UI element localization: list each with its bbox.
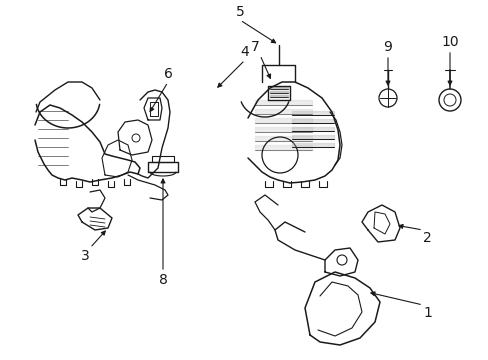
Text: 1: 1 <box>422 306 431 320</box>
Text: 9: 9 <box>383 40 392 54</box>
Text: 2: 2 <box>422 231 431 245</box>
Text: 8: 8 <box>158 273 167 287</box>
Text: 3: 3 <box>81 249 90 263</box>
Text: 4: 4 <box>240 45 249 59</box>
Text: 6: 6 <box>163 67 172 81</box>
Text: 7: 7 <box>251 40 260 54</box>
Text: 10: 10 <box>440 35 458 49</box>
Text: 5: 5 <box>235 5 244 19</box>
